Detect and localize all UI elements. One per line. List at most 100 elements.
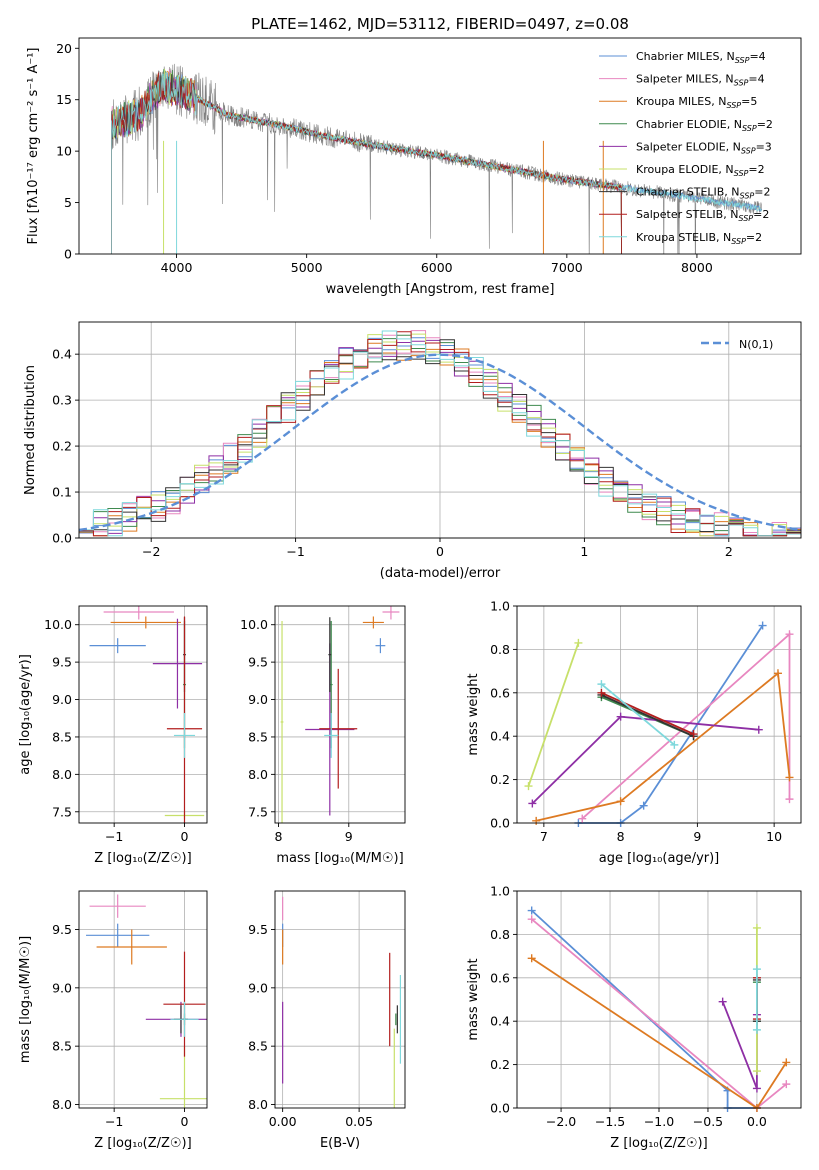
x-axis-label: Z [log₁₀(Z/Z☉)] [94,851,191,866]
x-tick-label: 2 [725,544,733,559]
axes-frame [274,605,406,824]
y-tick-label: 1.0 [490,884,510,899]
y-axis-label: Normed distribution [23,365,38,495]
y-axis-label: mass weight [466,958,481,1040]
errorbar-point [280,620,284,823]
y-tick-label: 8.5 [248,1039,268,1054]
x-tick-label: 5000 [291,260,323,275]
plot-area-residuals [79,330,801,538]
histogram-step-line [79,331,801,538]
x-tick-label: −1.0 [644,1114,674,1129]
errorbar-point [173,713,196,758]
x-tick-label: 0.00 [269,1114,297,1129]
legend-subscript: SSP [734,169,749,178]
weight-marker [758,621,767,630]
y-tick-label: 5 [64,195,72,210]
weight-marker [752,1025,761,1034]
weight-marker [527,954,536,963]
weight-marker [616,797,625,806]
legend-label-5: Kroupa ELODIE, NSSP=2 [636,163,765,178]
weight-series-line [531,909,757,1109]
errorbar-point [152,618,203,709]
y-tick-label: 9.0 [52,980,72,995]
weight-marker [574,638,583,647]
plot-area-age-vs-Z [89,606,205,823]
errorbar-point [170,1001,199,1037]
errorbar-point [362,616,384,629]
weight-marker [689,730,698,739]
model-spectrum-line [111,71,763,254]
x-tick-label: −1 [105,829,123,844]
y-tick-label: 0.2 [490,772,510,787]
y-tick-label: 0.0 [52,531,72,546]
x-tick-label: 0 [181,829,189,844]
legend-label-reference: N(0,1) [739,338,773,351]
x-tick-label: 9 [693,829,701,844]
legend-label-2: Kroupa MILES, NSSP=5 [636,95,757,110]
legend-subscript: SSP [741,146,756,155]
y-tick-label: 10.0 [240,617,268,632]
errorbar-point [375,638,386,654]
weight-marker [524,782,533,791]
weight-marker [527,915,536,924]
y-tick-label: 8.5 [52,1039,72,1054]
x-axis-label: mass [log₁₀(M/M☉)] [276,851,403,866]
y-tick-label: 8.5 [52,729,72,744]
axes-frame [78,605,208,824]
weight-marker [785,773,794,782]
x-tick-label: −1 [286,544,304,559]
plot-area-mass-vs-ebv [282,896,402,1108]
x-axis-label: E(B-V) [320,1136,360,1151]
panel-weight-vs-age: 7 8 9 10 0.0 0.2 0.4 0.6 0.8 1.0 age [log₁₀(age/yr… [466,599,802,866]
weight-series-line [601,691,694,735]
y-tick-label: 10.0 [44,617,72,632]
axes-frame [274,890,406,1109]
weight-marker [773,669,782,678]
legend-subscript: SSP [742,124,757,133]
y-tick-label: 9.0 [248,980,268,995]
x-tick-label: 4000 [161,260,193,275]
x-tick-label: −1 [105,1114,123,1129]
y-tick-label: 0.2 [490,1057,510,1072]
y-tick-label: 0.3 [52,393,72,408]
y-tick-label: 15 [56,92,72,107]
x-tick-label: 0.05 [345,1114,373,1129]
legend-nssp-value: =3 [756,140,772,153]
y-tick-label: 7.5 [52,804,72,819]
x-axis-label: Z [log₁₀(Z/Z☉)] [94,1136,191,1151]
weight-marker [782,1080,791,1089]
x-axis-label: (data-model)/error [380,566,501,581]
y-axis-label: mass weight [466,673,481,755]
legend-subscript: SSP [731,237,746,246]
y-axis-label: mass [log₁₀(M/M☉)] [18,936,33,1063]
y-tick-label: 8.0 [52,1097,72,1112]
panel-mass-vs-ebv: 0.00 0.05 8.0 8.5 9.0 9.5 E(B-V) [248,890,406,1151]
y-tick-label: 0.0 [490,1101,510,1116]
legend-label-8: Kroupa STELIB, NSSP=2 [636,231,762,246]
weight-marker [785,795,794,804]
panel-mass-vs-Z: −1 0 8.0 8.5 9.0 9.5 Z [log₁₀(Z/Z☉)] mass [log₁… [18,890,208,1151]
legend-nssp-value: =5 [741,95,757,108]
weight-marker [785,630,794,639]
weight-marker [752,923,761,932]
y-tick-label: 9.0 [52,692,72,707]
x-tick-label: 0.0 [747,1114,767,1129]
x-tick-label: 6000 [421,260,453,275]
axes-frame [516,890,802,1109]
y-tick-label: 9.5 [52,922,72,937]
x-axis-label: wavelength [Angstrom, rest frame] [326,282,555,297]
plot-area-spectrum [111,63,763,254]
plot-area-mass-vs-Z [86,894,207,1108]
panel-residuals: −2 −1 0 1 2 0.0 0.1 0.2 0.3 0.4 (data-model)/error… [23,321,802,581]
y-tick-label: 0.6 [490,970,510,985]
y-tick-label: 7.5 [248,804,268,819]
x-tick-label: 1 [580,544,588,559]
spectrum-legend: Chabrier MILES, NSSP=4 Salpeter MILES, NS… [599,50,773,246]
weight-marker [597,688,606,697]
y-tick-label: 10 [56,144,72,159]
x-axis-label: age [log₁₀(age/yr)] [599,851,720,866]
x-tick-label: −2 [142,544,160,559]
y-tick-label: 0.4 [490,1014,510,1029]
weight-marker [754,725,763,734]
